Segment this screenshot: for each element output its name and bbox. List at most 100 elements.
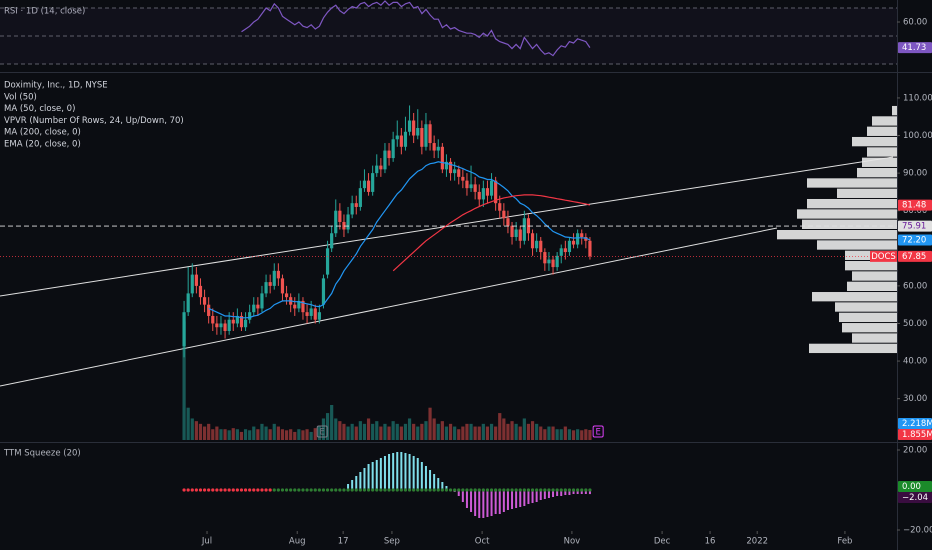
candle-body xyxy=(461,176,465,181)
candle-body xyxy=(358,188,362,207)
squeeze-dot xyxy=(321,488,326,492)
candle-body xyxy=(182,312,186,347)
candle-body xyxy=(280,278,285,294)
candle-body xyxy=(588,240,592,257)
squeeze-dot xyxy=(211,488,215,492)
volume-profile-row xyxy=(867,147,897,157)
squeeze-dot xyxy=(289,488,293,492)
squeeze-title: TTM Squeeze (20) xyxy=(3,449,81,459)
candle-body xyxy=(498,203,502,211)
squeeze-bar xyxy=(351,480,354,490)
volume-bar xyxy=(469,423,473,440)
squeeze-dot xyxy=(432,488,436,492)
squeeze-dot xyxy=(567,488,572,492)
rsi-title: RSI · 1D (14, close) xyxy=(4,7,85,17)
candle-body xyxy=(510,225,514,238)
squeeze-dot xyxy=(243,488,248,492)
volume-bar xyxy=(461,426,465,440)
price-tag-label: 67.85 xyxy=(902,252,926,262)
volume-bar xyxy=(371,423,375,440)
y-tick-label: 80.00 xyxy=(903,206,927,216)
volume-bar xyxy=(284,430,289,440)
volume-bar xyxy=(235,429,239,440)
squeeze-dot xyxy=(395,488,399,492)
squeeze-dot xyxy=(485,488,490,492)
squeeze-dot xyxy=(543,488,547,492)
volume-bar xyxy=(510,421,514,440)
squeeze-bar xyxy=(367,464,370,490)
y-tick-label: 30.00 xyxy=(903,394,927,404)
volume-bar xyxy=(375,421,379,440)
price-tag xyxy=(898,418,932,430)
squeeze-dot xyxy=(297,488,301,492)
squeeze-bar xyxy=(490,490,493,516)
candle-body xyxy=(268,282,272,286)
squeeze-dot xyxy=(469,488,473,492)
price-tag xyxy=(898,481,932,493)
squeeze-bar xyxy=(359,472,362,490)
volume-profile-row xyxy=(852,136,897,147)
volume-profile-row xyxy=(872,116,897,126)
y-tick-label: 50.00 xyxy=(903,319,927,329)
candle-body xyxy=(334,210,338,234)
squeeze-dot xyxy=(330,488,334,492)
squeeze-bar xyxy=(515,490,518,508)
squeeze-bar xyxy=(539,490,542,500)
event-label: E xyxy=(320,428,325,438)
candle-body xyxy=(346,214,350,230)
volume-bar xyxy=(334,418,338,440)
squeeze-dot xyxy=(428,488,432,492)
y-tick-label: 60.00 xyxy=(903,281,927,291)
volume-bar xyxy=(539,426,543,440)
candle-body xyxy=(584,237,588,241)
volume-profile-row xyxy=(845,261,897,271)
moving-average-line xyxy=(392,194,591,272)
squeeze-dot xyxy=(416,488,420,492)
squeeze-dot xyxy=(371,488,375,492)
volume-bar xyxy=(584,429,588,440)
x-tick-label: Dec xyxy=(654,537,671,547)
price-tag-label: 2.218M xyxy=(902,419,932,429)
volume-bar xyxy=(543,429,547,440)
price-tag xyxy=(898,234,932,246)
candle-body xyxy=(317,312,321,320)
symbol-tag xyxy=(870,250,897,262)
volume-bar xyxy=(403,423,408,440)
volume-bar xyxy=(219,429,223,440)
squeeze-bar xyxy=(412,456,415,490)
squeeze-dot xyxy=(219,488,223,492)
volume-bar xyxy=(289,429,293,440)
candle-body xyxy=(375,165,379,174)
volume-bar xyxy=(420,423,424,440)
candle-body xyxy=(379,165,383,170)
candle-body xyxy=(342,221,346,230)
candle-body xyxy=(239,315,244,328)
squeeze-bar xyxy=(404,453,407,490)
candle-body xyxy=(416,128,420,136)
candle-body xyxy=(354,203,358,207)
squeeze-dot xyxy=(547,488,551,492)
x-tick-label: 2022 xyxy=(746,537,768,547)
volume-bar xyxy=(522,418,526,440)
squeeze-dot xyxy=(239,488,244,492)
squeeze-bar xyxy=(355,476,358,490)
candle-body xyxy=(407,120,412,132)
volume-bar xyxy=(506,423,510,440)
volume-bar xyxy=(453,426,457,440)
squeeze-dot xyxy=(576,488,580,492)
volume-bar xyxy=(494,426,498,440)
squeeze-dot xyxy=(383,488,387,492)
volume-bar xyxy=(576,429,580,440)
squeeze-dot xyxy=(293,488,297,492)
volume-bar xyxy=(182,321,186,440)
volume-bar xyxy=(567,429,572,440)
volume-bar xyxy=(416,426,420,440)
squeeze-dot xyxy=(342,488,346,492)
volume-profile-row xyxy=(817,240,897,250)
volume-bar xyxy=(305,429,309,440)
volume-bar xyxy=(465,423,469,440)
squeeze-bar xyxy=(420,462,423,490)
volume-profile-row xyxy=(892,105,897,116)
chart-title: Doximity, Inc., 1D, NYSE xyxy=(4,81,108,91)
candle-body xyxy=(547,259,551,264)
